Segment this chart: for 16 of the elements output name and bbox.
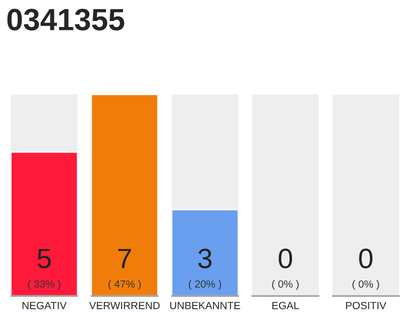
annotation: ( 0% ): [272, 280, 299, 290]
x-tick-label: UNBEKANNTE: [170, 302, 240, 310]
annotation: ( 47% ): [108, 280, 141, 290]
x-tick-label: NEGATIV: [22, 302, 67, 310]
x-tick-label: EGAL: [272, 302, 299, 310]
chart-title: 0341355: [7, 8, 124, 30]
data-label: 7: [118, 248, 131, 268]
x-tick-label: POSITIV: [346, 302, 386, 310]
data-label: 5: [38, 248, 51, 268]
data-label: 3: [198, 248, 212, 268]
annotation: ( 33% ): [28, 280, 60, 290]
x-tick-label: VERWIRREND: [89, 302, 160, 310]
data-label: 0: [359, 248, 372, 268]
annotation: ( 20% ): [188, 280, 222, 290]
data-label: 0: [278, 248, 292, 268]
annotation: ( 0% ): [352, 280, 380, 290]
